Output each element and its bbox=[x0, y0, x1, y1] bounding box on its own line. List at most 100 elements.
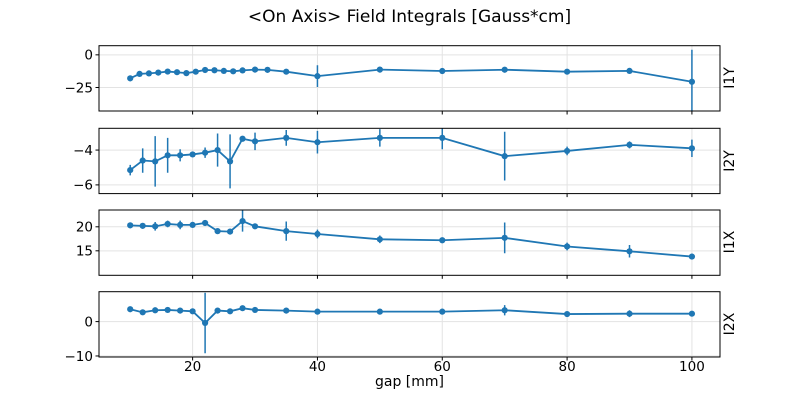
data-point bbox=[214, 307, 221, 314]
y-tick-label: −4 bbox=[73, 143, 93, 159]
data-point bbox=[376, 308, 383, 315]
data-point bbox=[439, 308, 446, 315]
subplot-label-i1x: I1X bbox=[722, 230, 738, 254]
data-point bbox=[376, 66, 383, 73]
series-group-i2y bbox=[127, 128, 696, 189]
data-point bbox=[439, 134, 446, 141]
data-point bbox=[688, 145, 696, 152]
subplot-label-i2y: I2Y bbox=[722, 150, 738, 172]
data-point bbox=[136, 70, 143, 78]
data-point bbox=[189, 221, 196, 228]
y-tick-label: −25 bbox=[65, 80, 94, 96]
data-point bbox=[314, 230, 321, 238]
data-point bbox=[127, 75, 134, 82]
data-point bbox=[127, 222, 134, 229]
data-point bbox=[164, 68, 171, 75]
series-group-i2x bbox=[127, 292, 696, 354]
data-point bbox=[563, 310, 571, 318]
data-point bbox=[264, 66, 271, 73]
data-point bbox=[214, 228, 221, 235]
data-point bbox=[439, 67, 446, 75]
data-point bbox=[152, 158, 159, 165]
subplot-label-i2x: I2X bbox=[722, 312, 738, 336]
series-group-i1y bbox=[127, 49, 696, 112]
x-tick-label: 60 bbox=[434, 359, 451, 375]
data-point bbox=[220, 67, 227, 75]
data-point bbox=[226, 308, 234, 315]
data-point bbox=[164, 152, 171, 159]
axes-background bbox=[99, 128, 720, 194]
chart-title: <On Axis> Field Integrals [Gauss*cm] bbox=[247, 7, 572, 27]
data-point bbox=[177, 152, 184, 159]
series-group-i1x bbox=[127, 210, 696, 260]
data-point bbox=[152, 223, 159, 230]
x-tick-label: 80 bbox=[558, 359, 575, 375]
data-point bbox=[202, 149, 209, 156]
data-point bbox=[501, 307, 508, 314]
data-point bbox=[211, 67, 218, 74]
data-point bbox=[251, 66, 259, 73]
data-point bbox=[164, 220, 171, 228]
axes-background bbox=[99, 210, 720, 276]
y-tick-label: 0 bbox=[84, 314, 93, 330]
data-point bbox=[563, 243, 571, 250]
data-point bbox=[139, 309, 146, 316]
data-point bbox=[127, 166, 134, 174]
data-point bbox=[501, 153, 508, 160]
data-point bbox=[563, 68, 571, 75]
data-point bbox=[177, 221, 184, 228]
data-point bbox=[626, 67, 633, 75]
data-point bbox=[139, 157, 146, 164]
data-point bbox=[239, 305, 246, 312]
data-point bbox=[230, 68, 237, 75]
axes-box bbox=[98, 209, 721, 276]
data-point bbox=[283, 68, 290, 75]
data-point bbox=[501, 66, 508, 73]
y-tick-label: −10 bbox=[65, 349, 94, 365]
data-point bbox=[626, 248, 633, 255]
data-point bbox=[439, 237, 446, 244]
data-point bbox=[251, 138, 259, 145]
data-point bbox=[226, 158, 234, 165]
data-point bbox=[189, 151, 196, 158]
data-point bbox=[189, 308, 196, 315]
data-point bbox=[177, 307, 184, 314]
data-point bbox=[139, 222, 146, 229]
y-tick-label: 15 bbox=[76, 244, 93, 260]
data-point bbox=[152, 307, 159, 314]
data-point bbox=[314, 139, 321, 146]
data-point bbox=[688, 253, 696, 260]
data-point bbox=[202, 219, 209, 227]
data-point bbox=[239, 67, 246, 74]
y-tick-label: 0 bbox=[84, 48, 93, 64]
data-point bbox=[145, 70, 153, 77]
data-point bbox=[376, 134, 383, 141]
axes-box bbox=[98, 291, 721, 358]
data-point bbox=[226, 228, 234, 235]
data-point bbox=[239, 135, 246, 142]
data-point bbox=[192, 68, 199, 75]
x-tick-label: 40 bbox=[309, 359, 326, 375]
data-point bbox=[563, 147, 571, 155]
data-point bbox=[314, 308, 321, 315]
subplot-label-i1y: I1Y bbox=[722, 67, 738, 89]
data-point bbox=[214, 146, 221, 154]
data-point bbox=[283, 228, 290, 235]
data-point bbox=[183, 70, 190, 77]
axes-background bbox=[99, 45, 720, 112]
data-point bbox=[283, 307, 290, 314]
data-point bbox=[283, 134, 290, 141]
data-point bbox=[164, 306, 171, 314]
x-tick-label: 20 bbox=[184, 359, 201, 375]
x-axis-label: gap [mm] bbox=[374, 374, 444, 390]
data-point bbox=[688, 310, 696, 317]
data-point bbox=[202, 319, 209, 327]
data-point bbox=[626, 141, 633, 148]
data-point bbox=[173, 69, 181, 76]
y-tick-label: 20 bbox=[76, 220, 93, 236]
y-tick-label: −6 bbox=[73, 178, 93, 194]
data-point bbox=[314, 73, 321, 80]
axes-box bbox=[98, 45, 721, 112]
